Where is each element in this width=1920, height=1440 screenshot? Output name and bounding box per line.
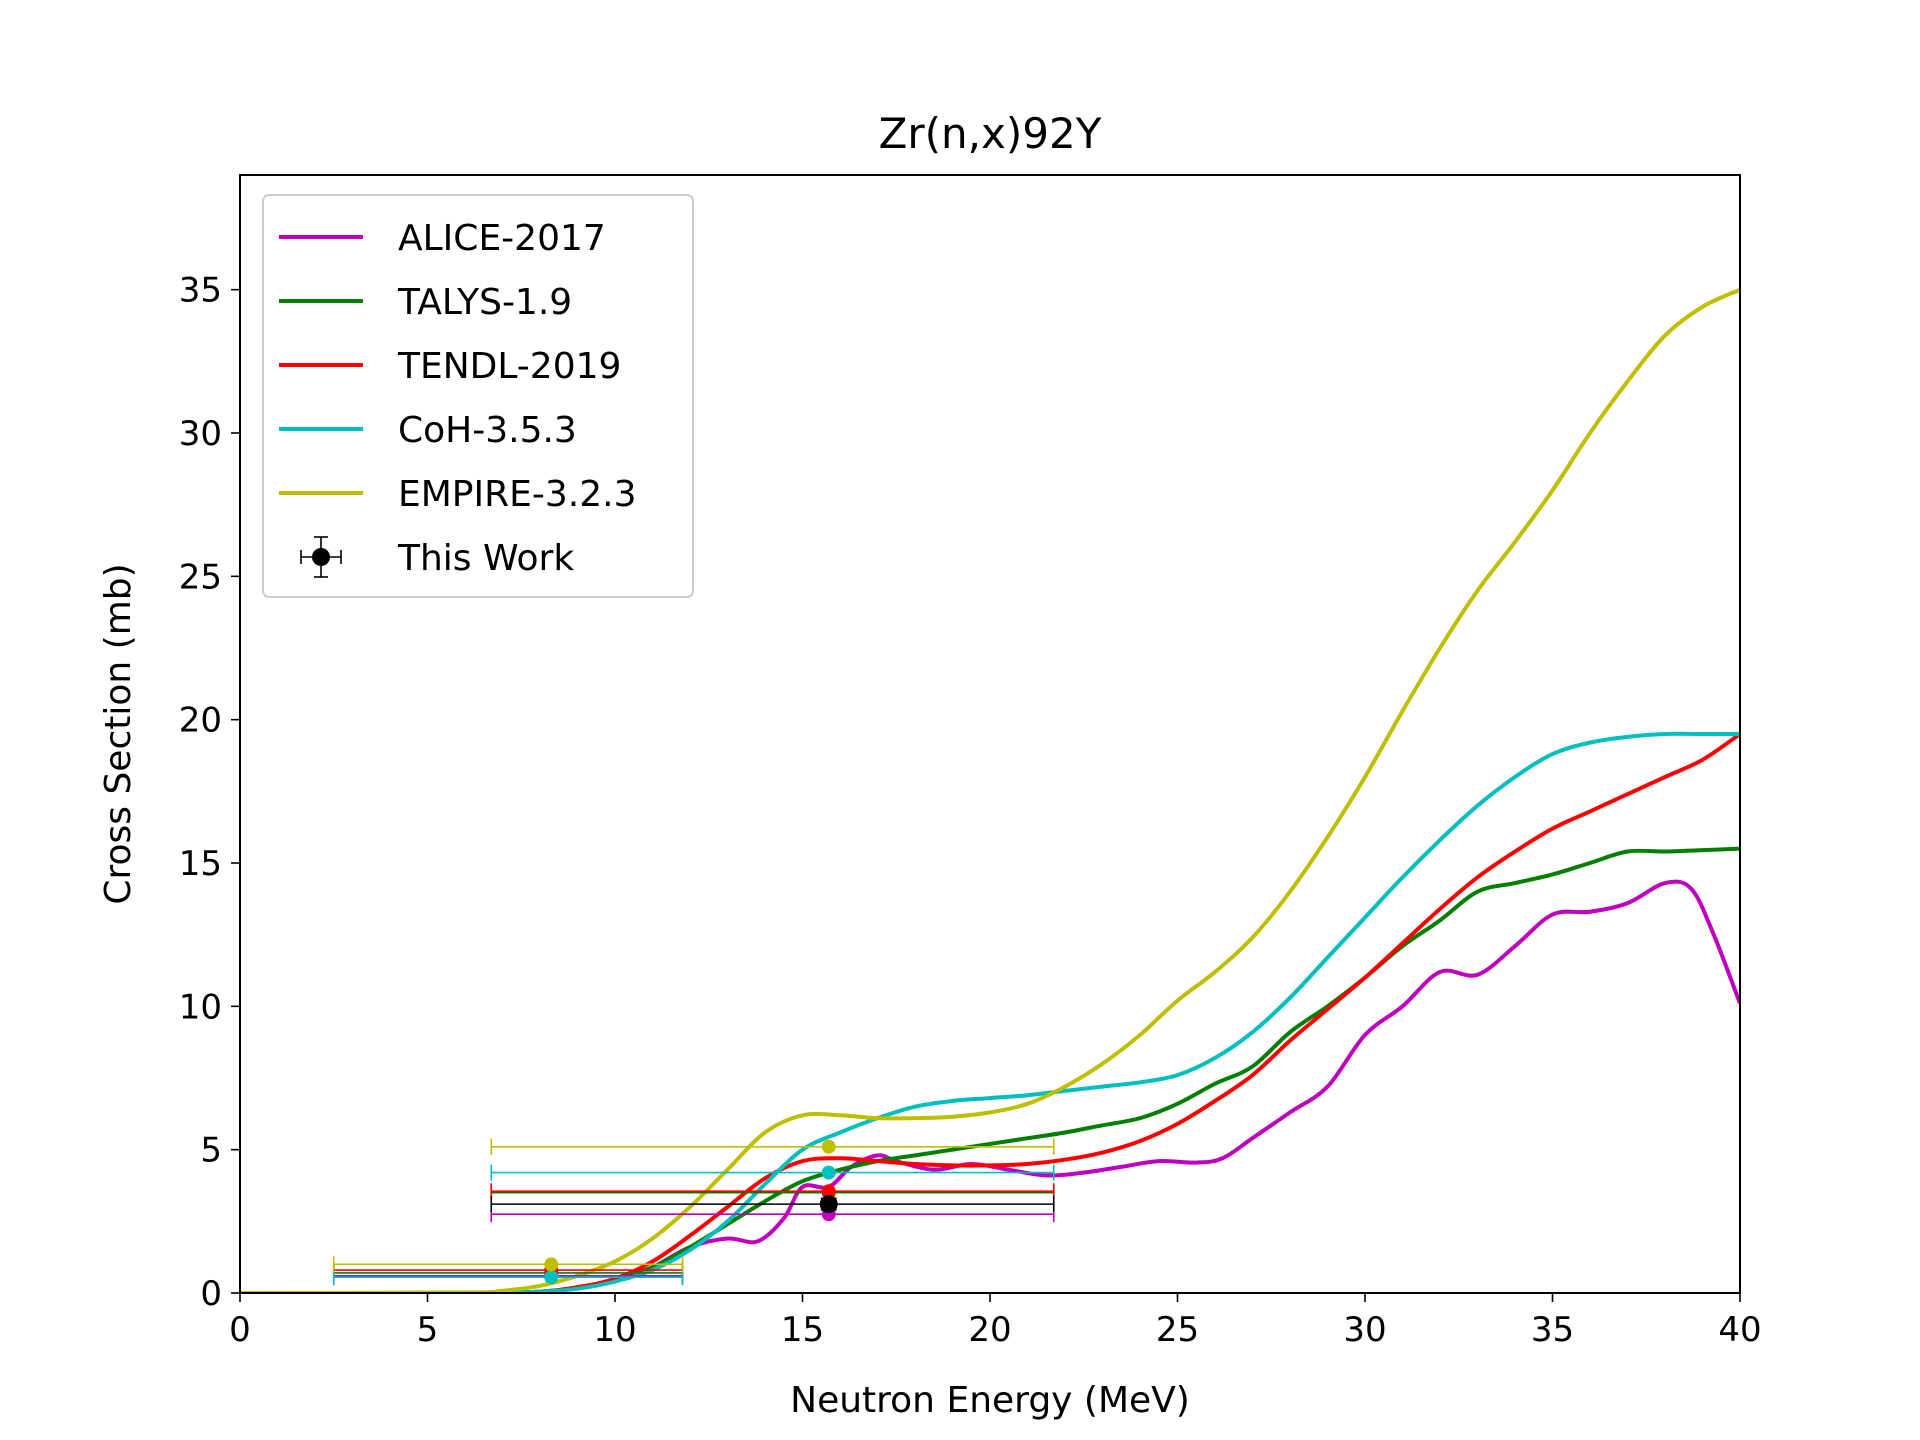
legend-label-this-work: This Work: [397, 538, 574, 579]
series-line-talys-1-9: [240, 846, 1740, 1293]
y-tick-label-5: 5: [200, 1131, 222, 1171]
y-tick-label-10: 10: [179, 987, 222, 1027]
x-tick-label-30: 30: [1343, 1310, 1386, 1350]
legend-label-empire-3-2-3: EMPIRE-3.2.3: [398, 474, 636, 515]
point-empire-3-2-3-1: [821, 1139, 836, 1154]
y-tick-label-30: 30: [179, 414, 222, 454]
x-tick-label-35: 35: [1531, 1310, 1574, 1350]
legend-label-tendl-2019: TENDL-2019: [397, 346, 621, 387]
legend-label-coh-3-5-3: CoH-3.5.3: [398, 410, 577, 451]
series-line-empire-3-2-3: [240, 287, 1740, 1293]
point-coh-3-5-3-0: [544, 1270, 559, 1285]
y-tick-label-25: 25: [179, 557, 222, 597]
y-tick-label-20: 20: [179, 701, 222, 741]
x-tick-label-40: 40: [1718, 1310, 1761, 1350]
point-this-work-0: [819, 1195, 838, 1214]
x-tick-label-25: 25: [1156, 1310, 1199, 1350]
y-axis-label: Cross Section (mb): [98, 563, 139, 904]
x-tick-label-10: 10: [593, 1310, 636, 1350]
series-line-tendl-2019: [240, 732, 1740, 1293]
chart-title: Zr(n,x)92Y: [879, 109, 1102, 158]
legend-box: [262, 194, 694, 598]
y-tick-label-0: 0: [200, 1274, 222, 1314]
point-coh-3-5-3-1: [821, 1165, 836, 1180]
y-tick-label-35: 35: [179, 271, 222, 311]
point-empire-3-2-3-0: [544, 1257, 559, 1272]
legend: ALICE-2017 TALYS-1.9 TENDL-2019 CoH-3.5.3 EM…: [262, 194, 694, 598]
legend-label-talys-1-9: TALYS-1.9: [397, 282, 572, 323]
x-tick-label-15: 15: [781, 1310, 824, 1350]
legend-swatch-this-work: [312, 548, 330, 566]
legend-label-alice-2017: ALICE-2017: [398, 218, 606, 259]
x-tick-label-0: 0: [229, 1310, 251, 1350]
y-tick-label-15: 15: [179, 844, 222, 884]
x-axis-label: Neutron Energy (MeV): [790, 1380, 1190, 1421]
point-tendl-2019-1: [821, 1184, 836, 1199]
x-tick-label-20: 20: [968, 1310, 1011, 1350]
x-tick-label-5: 5: [417, 1310, 439, 1350]
